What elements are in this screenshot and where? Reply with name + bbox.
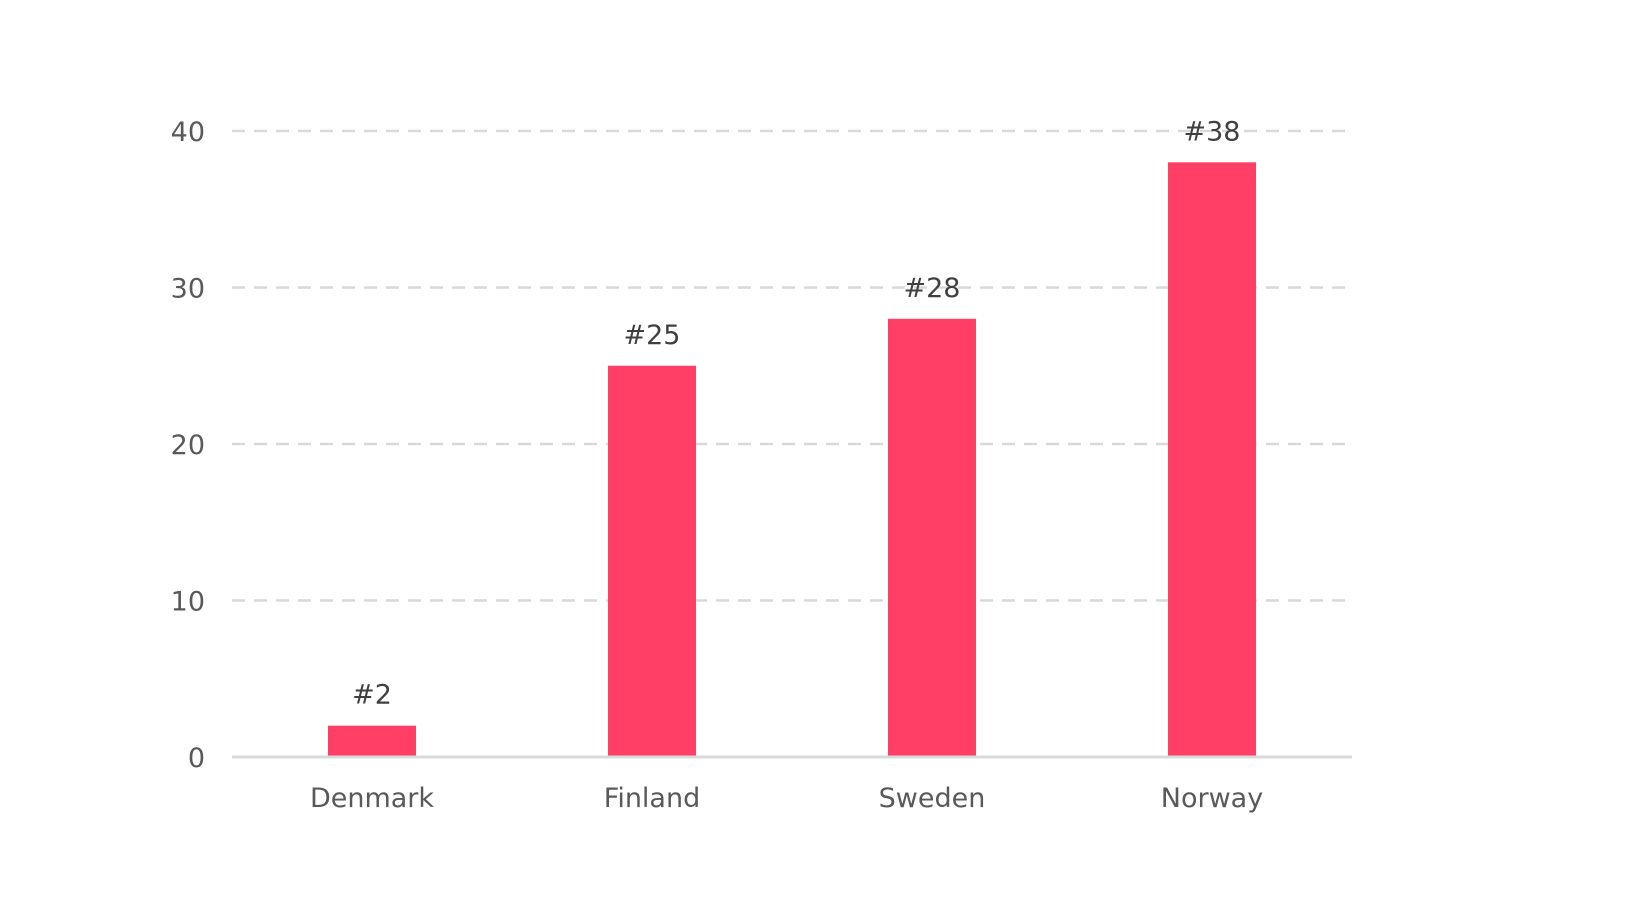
x-axis-category-labels: Denmark Finland Sweden Norway [310,783,1263,814]
x-category-label-finland: Finland [604,783,700,814]
bar-denmark [328,725,416,757]
data-label-sweden: #28 [904,273,961,304]
data-label-finland: #25 [624,320,681,351]
y-tick-label-40: 40 [171,117,205,148]
gridlines [232,129,1352,602]
data-label-norway: #38 [1184,116,1241,147]
y-tick-label-10: 10 [171,587,205,618]
y-axis-tick-labels: 0 10 20 30 40 [171,117,205,774]
x-category-label-sweden: Sweden [879,783,986,814]
y-tick-label-0: 0 [188,743,205,774]
bar-finland [608,365,696,757]
bar-sweden [888,318,976,757]
y-tick-label-20: 20 [171,430,205,461]
data-labels: #2 #25 #28 #38 [352,116,1240,710]
bar-norway [1168,162,1256,758]
x-category-label-norway: Norway [1161,783,1263,814]
bars [328,162,1256,758]
x-category-label-denmark: Denmark [310,783,434,814]
y-tick-label-30: 30 [171,274,205,305]
data-label-denmark: #2 [352,680,392,711]
